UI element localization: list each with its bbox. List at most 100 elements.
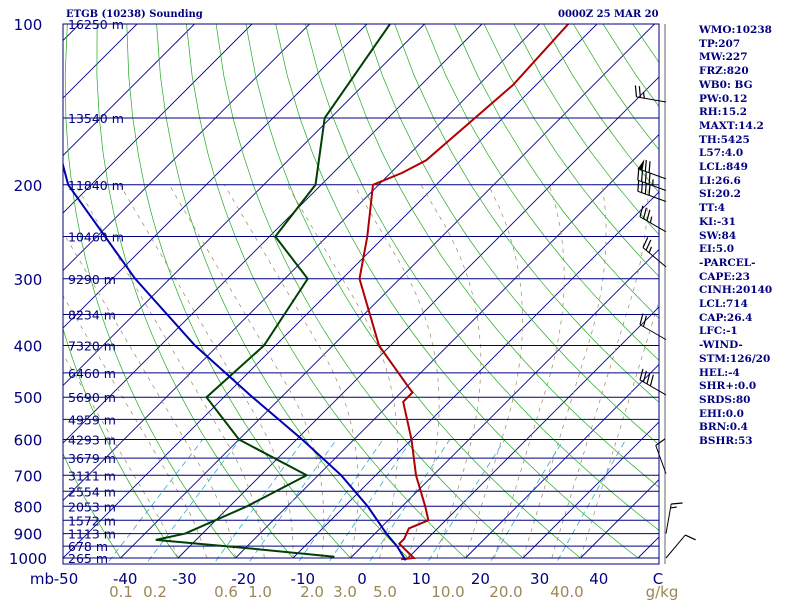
barb-flag — [639, 368, 644, 381]
barb-flag — [648, 172, 651, 185]
barb-flag — [655, 438, 666, 446]
isotherm — [63, 24, 253, 214]
mixing-ratio-tick-label: 1.0 — [248, 583, 272, 600]
index-item: STM:126/20 — [699, 352, 771, 365]
index-item: BSHR:53 — [699, 435, 753, 448]
index-item: -PARCEL- — [699, 256, 756, 269]
mixing-ratio-line — [106, 439, 204, 564]
barb-pennant — [637, 159, 645, 171]
pressure-tick-label: 200 — [14, 177, 43, 195]
temperature-tick-label: -10 — [291, 570, 316, 588]
barb-flag — [642, 370, 647, 383]
index-item: SRDS:80 — [699, 393, 751, 406]
isotherm — [63, 24, 483, 444]
height-label: 2554 m — [68, 484, 116, 499]
index-item: LCL:849 — [699, 161, 748, 174]
barb-staff — [642, 247, 667, 268]
index-item: RH:15.2 — [699, 106, 748, 119]
pressure-tick-label: 700 — [14, 467, 43, 485]
index-item: FRZ:820 — [699, 65, 749, 78]
index-item: EI:5.0 — [699, 243, 735, 256]
isotherm — [63, 24, 425, 387]
temperature-tick-label: -30 — [172, 570, 197, 588]
index-item: TT:4 — [699, 202, 726, 215]
height-label: 678 m — [68, 539, 108, 554]
moist-adiabat — [286, 184, 398, 559]
height-label: 13540 m — [68, 111, 124, 126]
index-item: HEL:-4 — [699, 366, 740, 379]
barb-half-flag — [649, 216, 653, 223]
temperature-tick-label: C — [653, 570, 663, 588]
isotherm — [407, 306, 659, 559]
isotherm — [292, 191, 659, 559]
temperature-tick-label: 0 — [357, 570, 367, 588]
temperature-tick-label: 30 — [530, 570, 549, 588]
pressure-tick-label: 900 — [14, 526, 43, 544]
moist-adiabat — [493, 184, 565, 559]
barb-staff — [637, 190, 667, 202]
mixing-ratio-tick-label: g/kg — [646, 583, 679, 600]
wind-barbs — [634, 24, 696, 564]
mixing-ratio-tick-label: 3.0 — [333, 583, 357, 600]
barb-staff — [665, 503, 672, 534]
dry-adiabat — [186, 24, 466, 559]
index-item: BRN:0.4 — [699, 421, 748, 434]
pressure-axis-unit: mb — [30, 570, 54, 588]
mixing-ratio-line — [488, 439, 564, 564]
height-label: 3111 m — [68, 468, 116, 483]
chart-background — [63, 24, 659, 564]
barb-staff — [639, 379, 667, 396]
moist-adiabat — [580, 300, 659, 559]
wind-barb — [665, 534, 696, 559]
barb-half-flag — [642, 91, 645, 99]
wind-barb — [637, 179, 667, 202]
pressure-tick-label: 400 — [14, 338, 43, 356]
height-label: 16250 m — [68, 17, 124, 32]
index-item: TP:207 — [699, 37, 741, 50]
height-label: 4293 m — [68, 433, 116, 448]
barb-flag — [640, 181, 644, 193]
moist-adiabat — [63, 295, 208, 559]
moist-adiabat — [551, 184, 649, 559]
index-item: MAXT:14.2 — [699, 119, 764, 132]
pressure-tick-label: 800 — [14, 498, 43, 516]
barb-half-flag — [670, 506, 677, 509]
index-item: TH:5425 — [699, 133, 750, 146]
wind-barb — [642, 236, 667, 268]
barb-flag — [648, 161, 651, 173]
temperature-tick-label: -50 — [54, 570, 79, 588]
isotherm — [63, 24, 598, 559]
isotherm — [63, 24, 195, 157]
barb-flag — [637, 168, 640, 181]
observation-time: 0000Z 25 MAR 20 — [558, 9, 659, 20]
wind-barb — [639, 313, 667, 341]
moist-adiabat — [522, 184, 607, 559]
barb-flag — [644, 182, 647, 195]
sounding-trace — [155, 24, 391, 558]
index-item: EHI:0.0 — [699, 407, 744, 420]
isotherm — [350, 248, 659, 559]
height-label: 4959 m — [68, 412, 116, 427]
barb-half-flag — [648, 246, 653, 253]
moist-adiabat — [353, 184, 440, 559]
pressure-tick-label: 1000 — [9, 550, 47, 568]
index-item: -WIND- — [699, 339, 743, 352]
mixing-ratio-line — [247, 439, 337, 564]
mixing-ratio-tick-label: 10.0 — [431, 583, 464, 600]
wind-barb — [655, 438, 667, 474]
wind-barb — [665, 502, 683, 534]
temperature-tick-label: -20 — [231, 570, 256, 588]
mixing-ratio-line — [425, 439, 506, 564]
pressure-tick-label: 100 — [14, 16, 43, 34]
height-label: 8234 m — [68, 308, 116, 323]
barb-flag — [642, 207, 647, 219]
mixing-ratio-line — [296, 439, 384, 564]
index-item: SHR+:0.0 — [699, 380, 757, 393]
mixing-ratio-tick-label: 20.0 — [489, 583, 522, 600]
isotherm — [63, 24, 368, 329]
height-label: 265 m — [68, 551, 108, 566]
temperature-tick-label: 10 — [412, 570, 431, 588]
moist-adiabat — [420, 184, 482, 559]
mixing-ratio-line — [145, 439, 241, 564]
